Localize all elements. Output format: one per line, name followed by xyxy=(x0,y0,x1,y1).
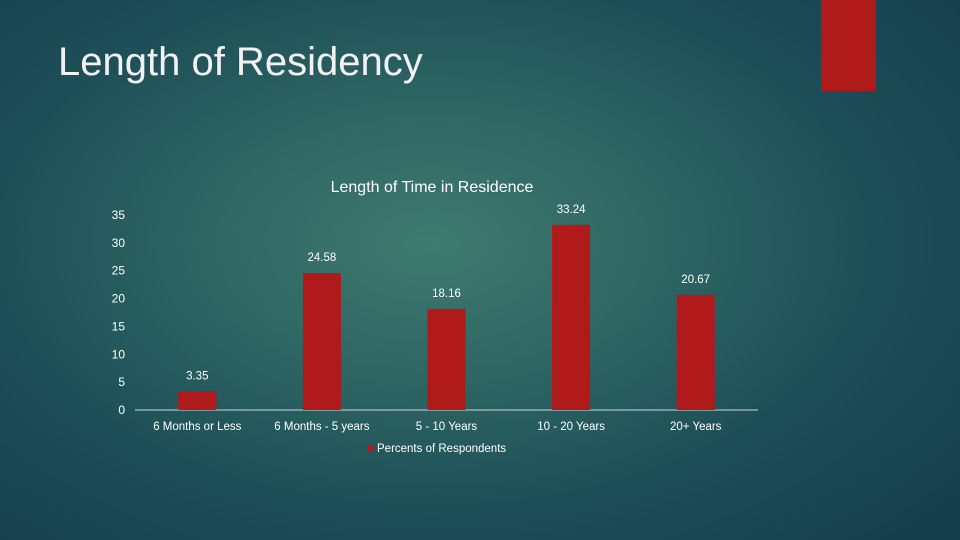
y-tick-label: 15 xyxy=(112,319,126,333)
legend-label: Percents of Respondents xyxy=(377,443,506,455)
y-tick-label: 25 xyxy=(112,264,126,278)
data-label: 33.24 xyxy=(557,204,586,216)
category-label: 10 - 20 Years xyxy=(537,421,605,433)
bar xyxy=(427,308,466,410)
category-label: 6 Months - 5 years xyxy=(274,421,369,433)
bars-group xyxy=(178,224,715,410)
bar xyxy=(302,273,341,410)
chart-title: Length of Time in Residence xyxy=(331,179,534,196)
category-label: 6 Months or Less xyxy=(153,421,241,433)
bar xyxy=(676,294,715,410)
category-labels-group: 6 Months or Less 6 Months - 5 years 5 - 10… xyxy=(153,421,721,433)
y-tick-label: 5 xyxy=(118,375,125,389)
y-tick-label: 0 xyxy=(118,403,125,417)
y-tick-label: 35 xyxy=(112,208,126,222)
y-axis-ticks: 0 5 10 15 20 25 30 35 xyxy=(112,208,126,417)
category-label: 20+ Years xyxy=(670,421,722,433)
y-tick-label: 30 xyxy=(112,236,126,250)
legend: Percents of Respondents xyxy=(368,443,506,455)
data-label: 20.67 xyxy=(681,274,710,286)
bar xyxy=(552,224,591,410)
data-labels-group: 3.35 24.58 18.16 33.24 20.67 xyxy=(186,204,710,383)
category-label: 5 - 10 Years xyxy=(416,421,478,433)
accent-block xyxy=(821,0,876,91)
data-label: 18.16 xyxy=(432,288,461,300)
y-tick-label: 10 xyxy=(112,347,126,361)
data-label: 24.58 xyxy=(308,252,337,264)
slide-title: Length of Residency xyxy=(58,40,423,84)
data-label: 3.35 xyxy=(186,370,208,382)
y-tick-label: 20 xyxy=(112,292,126,306)
bar xyxy=(178,391,217,410)
legend-swatch xyxy=(368,445,374,451)
